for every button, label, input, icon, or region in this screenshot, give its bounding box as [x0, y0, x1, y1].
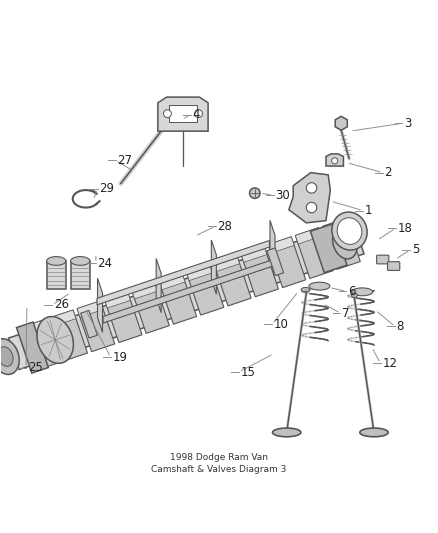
Polygon shape: [97, 240, 269, 305]
Polygon shape: [17, 322, 48, 373]
Text: 1998 Dodge Ram Van: 1998 Dodge Ram Van: [170, 453, 268, 462]
Text: 4: 4: [192, 108, 200, 121]
Circle shape: [163, 110, 171, 118]
Circle shape: [250, 188, 260, 198]
Circle shape: [306, 203, 317, 213]
Ellipse shape: [303, 288, 309, 292]
Text: 15: 15: [240, 366, 255, 378]
Polygon shape: [71, 256, 90, 265]
Polygon shape: [98, 278, 102, 333]
Text: 19: 19: [113, 351, 127, 364]
Polygon shape: [332, 212, 367, 250]
Polygon shape: [268, 237, 306, 288]
Polygon shape: [132, 282, 170, 333]
Polygon shape: [169, 105, 197, 123]
Text: 1: 1: [365, 204, 372, 217]
Polygon shape: [268, 237, 294, 253]
Polygon shape: [50, 310, 88, 361]
FancyBboxPatch shape: [388, 262, 400, 270]
Text: 8: 8: [397, 320, 404, 333]
Polygon shape: [332, 227, 357, 259]
Ellipse shape: [352, 288, 373, 296]
Text: 2: 2: [385, 166, 392, 179]
Text: 24: 24: [98, 256, 113, 270]
Polygon shape: [8, 222, 364, 369]
Polygon shape: [186, 264, 224, 315]
Polygon shape: [241, 246, 267, 262]
Circle shape: [332, 158, 338, 164]
Ellipse shape: [360, 428, 388, 437]
Polygon shape: [295, 228, 321, 244]
Ellipse shape: [272, 428, 301, 437]
Text: 26: 26: [54, 298, 69, 311]
Polygon shape: [295, 228, 333, 278]
Ellipse shape: [301, 287, 310, 292]
Polygon shape: [46, 261, 66, 289]
Circle shape: [194, 110, 202, 118]
Polygon shape: [71, 261, 90, 289]
Polygon shape: [337, 218, 362, 244]
Text: 7: 7: [342, 306, 350, 320]
Text: 10: 10: [274, 318, 289, 330]
Text: 3: 3: [404, 117, 411, 130]
Polygon shape: [50, 310, 76, 326]
Polygon shape: [47, 256, 66, 265]
Ellipse shape: [351, 293, 357, 297]
Polygon shape: [0, 339, 19, 375]
Polygon shape: [241, 246, 279, 297]
Polygon shape: [267, 248, 283, 276]
Text: 30: 30: [276, 189, 290, 202]
Polygon shape: [81, 310, 97, 338]
Polygon shape: [23, 319, 60, 370]
Polygon shape: [158, 97, 208, 131]
Ellipse shape: [309, 282, 330, 290]
Polygon shape: [270, 220, 275, 274]
Text: 6: 6: [348, 285, 356, 298]
Polygon shape: [37, 317, 74, 364]
Text: 18: 18: [398, 222, 413, 235]
Polygon shape: [77, 301, 115, 352]
Text: 29: 29: [99, 182, 114, 195]
Text: Camshaft & Valves Diagram 3: Camshaft & Valves Diagram 3: [151, 465, 287, 474]
Polygon shape: [159, 273, 185, 290]
Polygon shape: [103, 259, 276, 323]
Polygon shape: [104, 292, 142, 343]
Polygon shape: [212, 240, 216, 294]
Polygon shape: [77, 301, 103, 317]
Polygon shape: [0, 347, 13, 366]
Text: 25: 25: [28, 361, 42, 374]
FancyBboxPatch shape: [377, 255, 389, 264]
Polygon shape: [104, 292, 131, 308]
Polygon shape: [311, 224, 347, 273]
Text: 12: 12: [382, 357, 397, 370]
Circle shape: [306, 183, 317, 193]
Polygon shape: [323, 219, 349, 235]
Polygon shape: [156, 259, 161, 313]
Polygon shape: [159, 273, 197, 324]
Text: 28: 28: [217, 220, 232, 233]
Polygon shape: [132, 282, 158, 299]
Polygon shape: [186, 264, 212, 281]
Polygon shape: [214, 255, 240, 271]
Polygon shape: [326, 154, 343, 166]
Text: 5: 5: [412, 244, 419, 256]
Polygon shape: [289, 173, 330, 223]
Polygon shape: [214, 255, 251, 306]
Text: 27: 27: [117, 154, 132, 167]
Polygon shape: [323, 219, 360, 269]
Polygon shape: [23, 319, 49, 336]
Polygon shape: [335, 116, 347, 130]
